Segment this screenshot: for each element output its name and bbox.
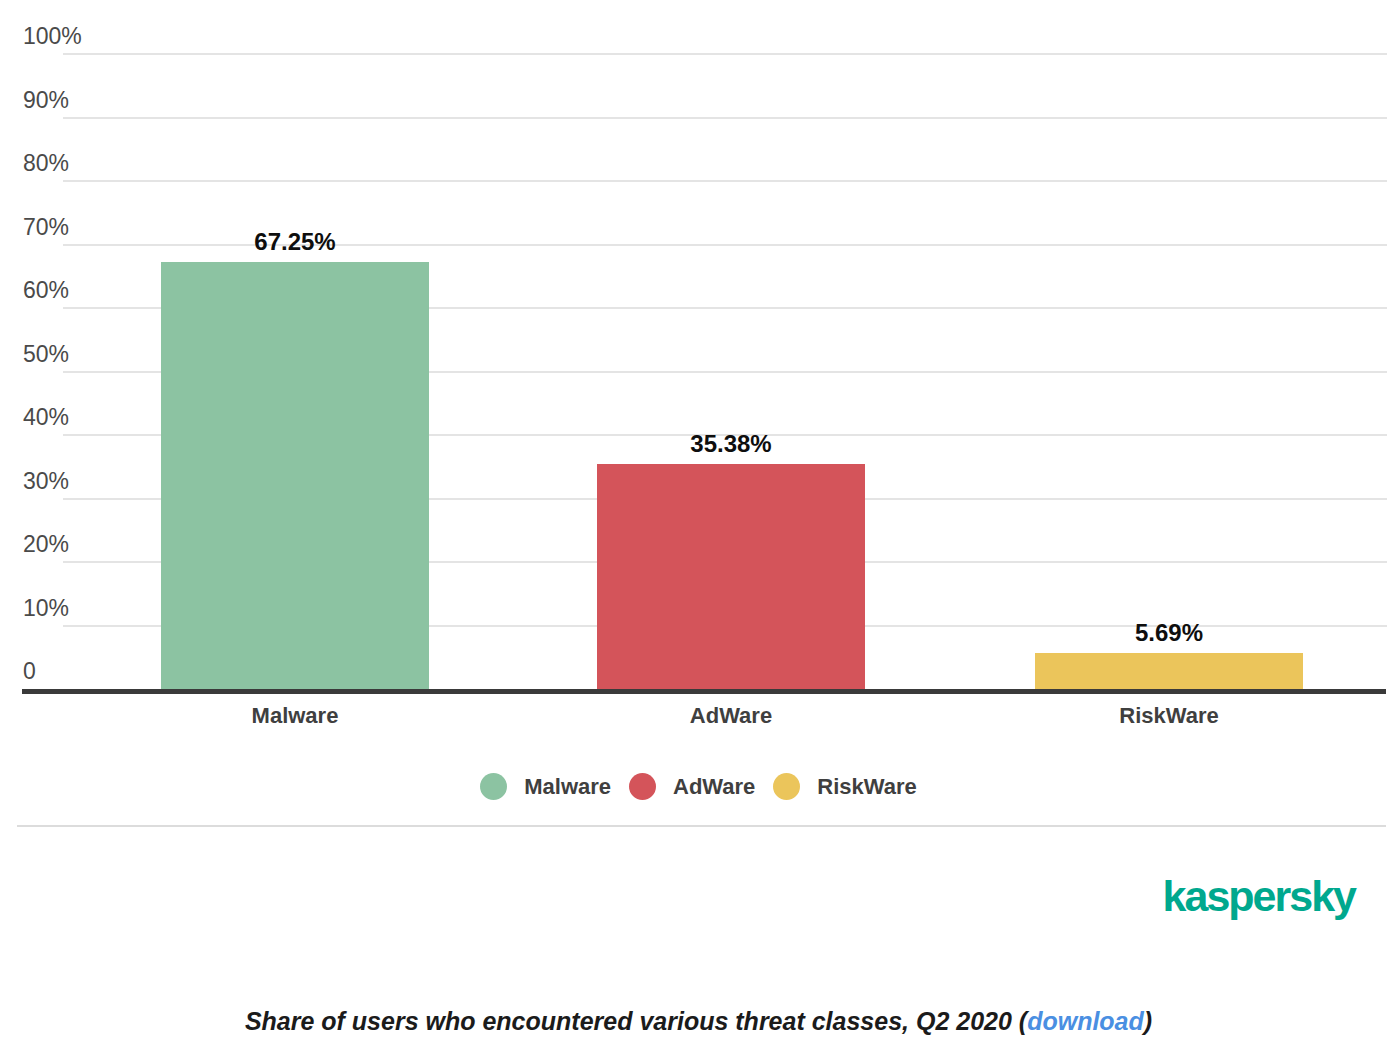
y-axis-tick-label: 0 [23,656,36,686]
bar-adware[interactable] [597,464,865,689]
gridline [63,180,1387,182]
y-axis-tick-label: 60% [23,275,69,305]
legend-swatch-icon [629,773,656,800]
divider [17,825,1386,827]
legend-item-riskware[interactable]: RiskWare [773,773,916,800]
chart-legend: Malware AdWare RiskWare [0,773,1397,800]
y-axis-tick-label: 40% [23,402,69,432]
x-axis-category-label: RiskWare [1035,703,1303,729]
y-axis-tick-label: 10% [23,593,69,623]
legend-swatch-icon [480,773,507,800]
y-axis-tick-label: 30% [23,466,69,496]
gridline [63,53,1387,55]
caption-text-after: ) [1144,1007,1152,1035]
legend-label: Malware [524,774,611,800]
legend-item-adware[interactable]: AdWare [629,773,755,800]
legend-swatch-icon [773,773,800,800]
bar-riskware[interactable] [1035,653,1303,689]
download-link[interactable]: download [1027,1007,1144,1035]
gridline [63,117,1387,119]
y-axis-tick-label: 70% [23,212,69,242]
chart-page: 100% 90% 80% 70% 60% 50% 40% 30% 20% 10% 0 67.25% Ma… [0,0,1397,1046]
y-axis-tick-label: 80% [23,148,69,178]
caption-text-before: Share of users who encountered various t… [245,1007,1027,1035]
legend-label: RiskWare [817,774,916,800]
bar-value-label: 5.69% [1059,618,1279,648]
legend-item-malware[interactable]: Malware [480,773,611,800]
legend-label: AdWare [673,774,755,800]
chart-caption: Share of users who encountered various t… [0,1006,1397,1037]
y-axis-tick-label: 50% [23,339,69,369]
y-axis-tick-label: 90% [23,85,69,115]
y-axis-tick-label: 100% [23,21,82,51]
bar-malware[interactable] [161,262,429,689]
bar-value-label: 35.38% [621,429,841,459]
x-axis-category-label: Malware [161,703,429,729]
y-axis-tick-label: 20% [23,529,69,559]
kaspersky-logo: kaspersky [1163,871,1355,921]
x-axis-line [22,689,1386,694]
x-axis-category-label: AdWare [597,703,865,729]
bar-value-label: 67.25% [185,227,405,257]
